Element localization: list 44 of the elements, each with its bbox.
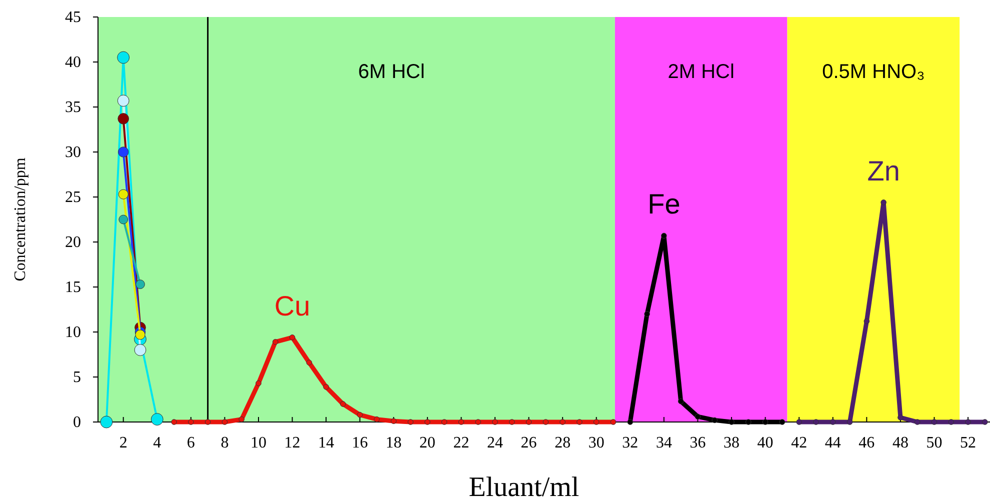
x-tick-label: 8 xyxy=(220,434,229,452)
x-tick-label: 28 xyxy=(554,434,571,452)
x-tick-label: 20 xyxy=(419,434,436,452)
y-tick-label: 25 xyxy=(65,189,81,206)
band-label: 0.5M HNO₃ xyxy=(822,61,925,83)
y-tick-label: 45 xyxy=(65,9,81,26)
x-tick-label: 36 xyxy=(690,434,706,452)
x-tick-label: 18 xyxy=(386,434,402,452)
band-label: 6M HCl xyxy=(358,61,425,83)
series-label: Fe xyxy=(648,188,680,220)
x-tick-label: 50 xyxy=(926,434,942,452)
x-tick-label: 32 xyxy=(622,434,638,452)
x-tick-label: 14 xyxy=(318,434,334,452)
y-tick-label: 35 xyxy=(65,99,81,116)
y-tick-label: 5 xyxy=(73,369,81,386)
x-tick-label: 4 xyxy=(153,434,162,452)
x-tick-label: 30 xyxy=(588,434,604,452)
x-tick-label: 10 xyxy=(250,434,266,452)
x-tick-label: 6 xyxy=(186,434,195,452)
x-tick-label: 40 xyxy=(757,434,774,452)
x-tick-label: 12 xyxy=(284,434,300,452)
y-tick-label: 40 xyxy=(65,54,81,72)
x-axis-title: Eluant/ml xyxy=(468,472,580,503)
y-tick-label: 0 xyxy=(73,414,81,432)
y-axis-title: Concentration/ppm xyxy=(12,157,29,282)
x-tick-label: 2 xyxy=(119,434,128,452)
y-tick-label: 20 xyxy=(65,234,81,252)
x-tick-label: 38 xyxy=(724,434,740,452)
series-label: Cu xyxy=(274,290,310,322)
x-tick-label: 46 xyxy=(858,434,875,452)
x-tick-label: 34 xyxy=(656,434,672,452)
x-tick-label: 24 xyxy=(487,434,504,452)
x-tick-label: 26 xyxy=(520,434,537,452)
y-tick-label: 30 xyxy=(65,144,81,162)
x-tick-label: 48 xyxy=(892,434,908,452)
series-label: Zn xyxy=(867,155,900,186)
y-tick-label: 15 xyxy=(65,279,81,296)
x-tick-label: 22 xyxy=(453,434,470,452)
y-tick-label: 10 xyxy=(65,324,81,342)
x-tick-label: 44 xyxy=(824,434,841,452)
x-tick-label: 52 xyxy=(960,434,976,452)
x-tick-label: 42 xyxy=(791,434,808,452)
band-label: 2M HCl xyxy=(668,61,734,83)
x-tick-label: 16 xyxy=(352,434,368,452)
